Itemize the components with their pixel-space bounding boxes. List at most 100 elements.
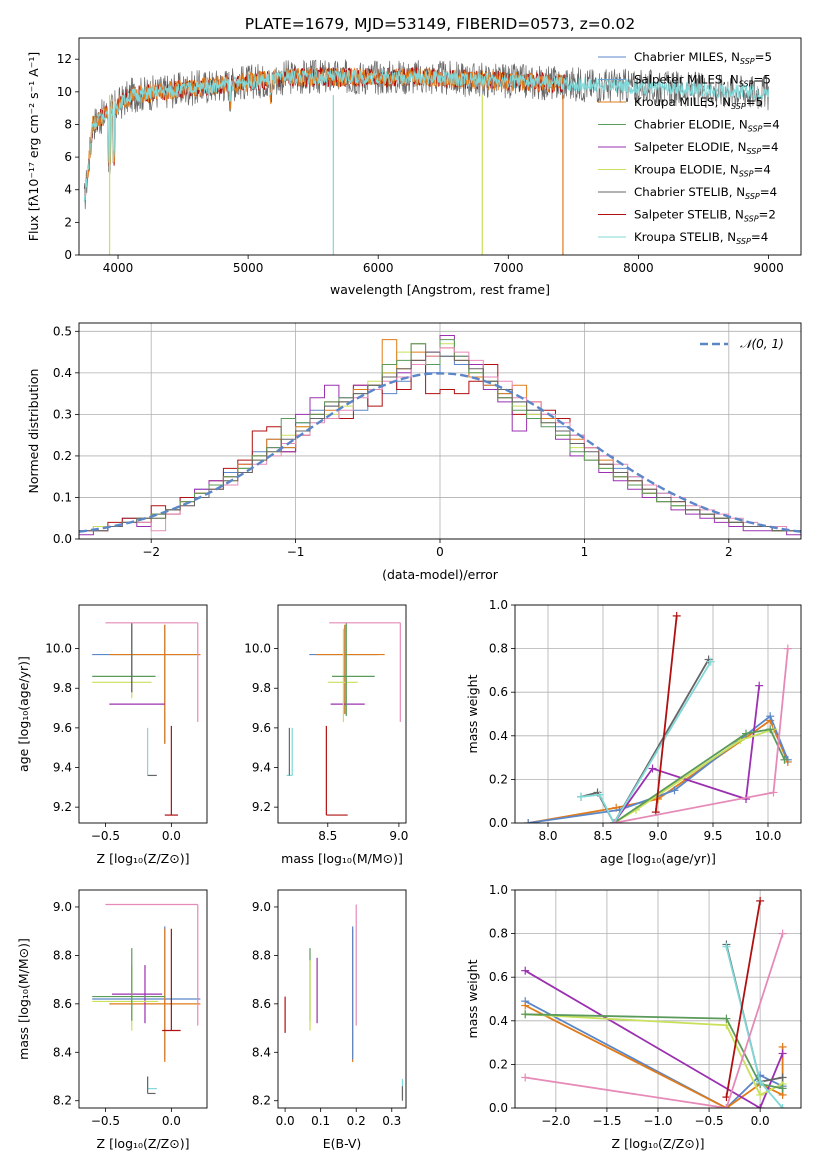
plot-area (284, 904, 404, 1101)
y-tick-label: 8.2 (252, 1094, 271, 1108)
panel-age-weight: 8.0 8.5 9.0 9.5 10.0 0.0 0.2 0.4 0.6 0.8 1.0 age [l… (465, 598, 802, 866)
x-tick-label: 10.0 (755, 829, 782, 843)
y-tick-label: 0.6 (489, 970, 508, 984)
y-tick-label: 0.4 (53, 366, 72, 380)
y-tick-label: 0.2 (53, 449, 72, 463)
x-tick-label: −2 (142, 545, 160, 559)
axes-frame (78, 37, 802, 256)
x-axis-label: Z [log₁₀(Z/Z⊙)] (97, 851, 190, 866)
x-axis-label: wavelength [Angstrom, rest frame] (330, 282, 550, 297)
legend-label: 𝒩(0, 1) (740, 337, 784, 351)
weight-line (525, 933, 784, 1108)
y-tick-label: 0.2 (489, 1057, 508, 1071)
plot-area (286, 622, 401, 816)
figure-title: PLATE=1679, MJD=53149, FIBERID=0573, z=0… (245, 15, 635, 33)
histogram-step (79, 351, 801, 539)
y-tick-label: 10 (57, 85, 72, 99)
y-tick-label: 8.4 (252, 1045, 271, 1059)
x-tick-label: 0.0 (162, 1114, 181, 1128)
weight-line (613, 685, 761, 823)
plot-area (521, 896, 787, 1108)
x-tick-label: 0.3 (382, 1114, 401, 1128)
x-tick-label: 0.2 (347, 1114, 366, 1128)
legend-label: Kroupa ELODIE, NSSP=4 (634, 163, 771, 179)
weight-line (525, 1013, 783, 1097)
weight-line (613, 728, 786, 823)
x-tick-label: −2.0 (541, 1114, 570, 1128)
legend-label: Kroupa MILES, NSSP=5 (634, 95, 763, 111)
y-axis-label: mass [log₁₀(M/M⊙)] (16, 938, 31, 1060)
y-tick-label: 0.3 (53, 407, 72, 421)
y-tick-label: 9.0 (252, 900, 271, 914)
x-axis-label: age [log₁₀(age/yr)] (600, 851, 716, 866)
y-tick-label: 0 (64, 248, 72, 262)
y-tick-label: 8.8 (252, 948, 271, 962)
y-tick-label: 0.2 (489, 772, 508, 786)
y-tick-label: 0.0 (53, 532, 72, 546)
y-tick-label: 9.2 (252, 800, 271, 814)
panel-spectrum: 4000 5000 6000 7000 8000 9000 0 2 4 6 8 10 12 wavelen… (26, 37, 802, 297)
y-axis-label: Normed distribution (26, 369, 41, 494)
x-tick-label: 4000 (103, 261, 134, 275)
x-axis-label: Z [log₁₀(Z/Z⊙)] (97, 1136, 190, 1151)
y-tick-label: 8.4 (53, 1045, 72, 1059)
x-tick-label: −1.0 (643, 1114, 672, 1128)
x-tick-label: 0.0 (276, 1114, 295, 1128)
legend-label: Chabrier STELIB, NSSP=4 (634, 185, 777, 201)
y-tick-label: 9.6 (252, 721, 271, 735)
weight-line (725, 900, 761, 1098)
histogram-step (79, 339, 801, 539)
y-tick-label: 8.2 (53, 1094, 72, 1108)
plot-area (83, 59, 769, 255)
plot-area (524, 611, 792, 823)
panel-z-mass: −0.5 0.0 8.2 8.4 8.6 8.8 9.0 Z [log₁₀(Z/Z⊙)] mas… (16, 889, 208, 1151)
spectrum-line-kroupa-stelib (83, 68, 769, 202)
y-axis-label: mass weight (465, 959, 480, 1038)
x-tick-label: −1.5 (592, 1114, 621, 1128)
legend-label: Salpeter ELODIE, NSSP=4 (634, 140, 779, 156)
x-axis-label: mass [log₁₀(M/M⊙)] (281, 851, 403, 866)
y-tick-label: 0.0 (489, 1101, 508, 1115)
x-tick-label: 9.5 (703, 829, 722, 843)
x-tick-label: −1 (287, 545, 305, 559)
y-tick-label: 12 (57, 52, 72, 66)
y-tick-label: 8.8 (53, 948, 72, 962)
axes-frame (514, 604, 802, 824)
normal-curve (79, 372, 801, 533)
y-tick-label: 0.1 (53, 490, 72, 504)
y-tick-label: 0.4 (489, 1014, 508, 1028)
axes-frame (277, 604, 407, 824)
y-tick-label: 8 (64, 117, 72, 131)
y-tick-label: 0.0 (489, 816, 508, 830)
y-tick-label: 0.8 (489, 642, 508, 656)
panel-residuals: −2 −1 0 1 2 0.0 0.1 0.2 0.3 0.4 0.5 (data-model)/er… (26, 322, 802, 582)
x-axis-label: E(B-V) (323, 1136, 362, 1151)
x-tick-label: 2 (725, 545, 733, 559)
x-tick-label: 8.5 (593, 829, 612, 843)
y-tick-label: 9.0 (53, 900, 72, 914)
y-tick-label: 4 (64, 183, 72, 197)
y-tick-label: 0.6 (489, 685, 508, 699)
x-tick-label: 6000 (363, 261, 394, 275)
x-tick-label: −0.5 (91, 829, 120, 843)
legend-label: Salpeter MILES, NSSP=5 (634, 73, 771, 89)
x-tick-label: 0 (436, 545, 444, 559)
axes-frame (277, 889, 407, 1109)
y-tick-label: 0.4 (489, 729, 508, 743)
axes-frame (514, 889, 802, 1109)
y-tick-label: 9.6 (53, 721, 72, 735)
x-tick-label: 7000 (493, 261, 524, 275)
panel-z-weight: −2.0 −1.5 −1.0 −0.5 0.0 0.0 0.2 0.4 0.6 0.8 1.0 Z [… (465, 883, 802, 1151)
y-tick-label: 9.8 (252, 681, 271, 695)
y-tick-label: 8.6 (53, 997, 72, 1011)
y-axis-label: mass weight (465, 674, 480, 753)
weight-line (654, 615, 678, 813)
panel-mass-age: 8.5 9.0 9.2 9.4 9.6 9.8 10.0 mass [log₁₀(M/M⊙)] (244, 604, 408, 866)
x-tick-label: 0.1 (311, 1114, 330, 1128)
legend-label: Kroupa STELIB, NSSP=4 (634, 230, 768, 246)
plot-area (79, 335, 801, 539)
weight-line (525, 1013, 783, 1090)
x-tick-label: 9000 (753, 261, 784, 275)
y-tick-label: 8.6 (252, 997, 271, 1011)
